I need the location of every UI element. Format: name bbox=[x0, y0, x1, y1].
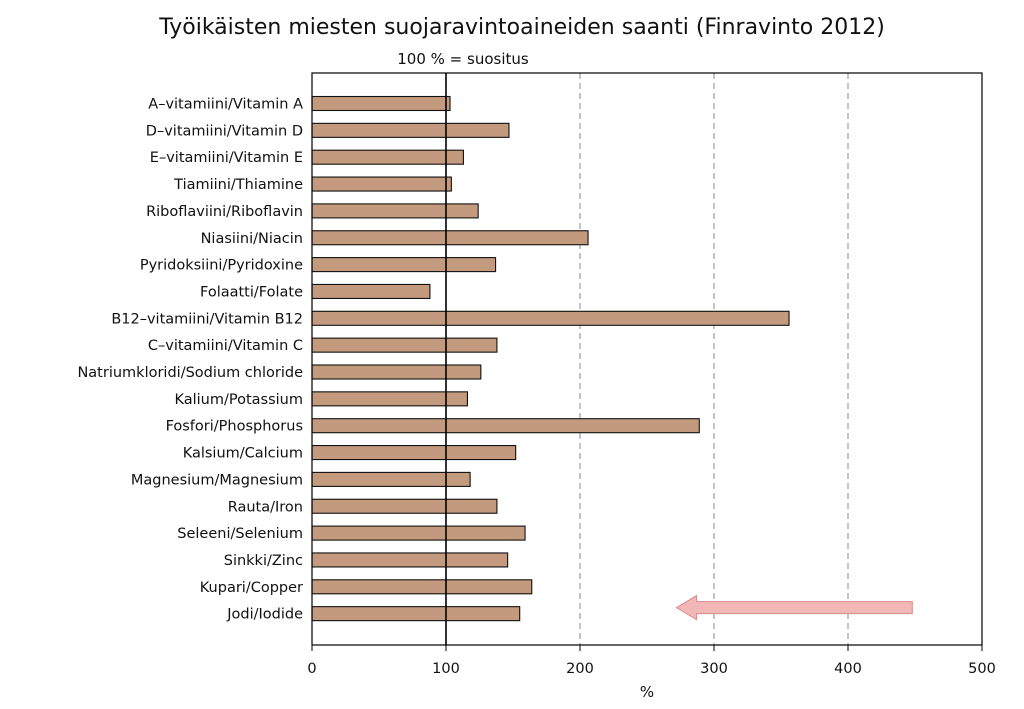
bar bbox=[311, 203, 479, 219]
bar bbox=[311, 230, 589, 246]
category-label: Kalium/Potassium bbox=[174, 392, 303, 408]
category-label: Niasiini/Niacin bbox=[201, 231, 303, 247]
category-label: Riboflaviini/Riboflavin bbox=[146, 204, 303, 220]
x-tick-label: 400 bbox=[834, 661, 862, 677]
category-label: Kupari/Copper bbox=[200, 580, 303, 596]
category-label: Fosfori/Phosphorus bbox=[166, 419, 303, 435]
category-label: Magnesium/Magnesium bbox=[131, 472, 303, 488]
bar bbox=[311, 552, 509, 568]
bar bbox=[311, 418, 700, 434]
category-label: Pyridoksiini/Pyridoxine bbox=[140, 258, 303, 274]
category-label: Seleeni/Selenium bbox=[177, 526, 303, 542]
plot-area bbox=[311, 72, 983, 646]
bar bbox=[311, 579, 533, 595]
x-tick-label: 0 bbox=[307, 661, 316, 677]
bar bbox=[311, 149, 464, 165]
bar bbox=[311, 525, 526, 541]
bar bbox=[311, 606, 521, 622]
category-label: Kalsium/Calcium bbox=[183, 446, 303, 462]
bar bbox=[311, 176, 452, 192]
category-label: Jodi/Iodide bbox=[226, 607, 303, 623]
chart-title: Työikäisten miesten suojaravintoaineiden… bbox=[158, 15, 885, 40]
bar bbox=[311, 95, 451, 112]
bar bbox=[311, 444, 517, 461]
x-tick-label: 100 bbox=[432, 661, 460, 677]
x-tick-label: 500 bbox=[968, 661, 996, 677]
x-tick-label: 200 bbox=[566, 661, 594, 677]
category-label: Sinkki/Zinc bbox=[224, 553, 303, 569]
bar bbox=[311, 391, 468, 407]
category-label: Folaatti/Folate bbox=[200, 284, 303, 300]
x-tick-label: 300 bbox=[700, 661, 728, 677]
category-label: B12–vitamiini/Vitamin B12 bbox=[111, 311, 303, 327]
category-label: Natriumkloridi/Sodium chloride bbox=[77, 365, 303, 381]
bar bbox=[311, 498, 498, 514]
category-label: A–vitamiini/Vitamin A bbox=[148, 97, 303, 113]
category-label: Tiamiini/Thiamine bbox=[173, 177, 303, 193]
category-label: D–vitamiini/Vitamin D bbox=[146, 123, 303, 139]
chart-subtitle: 100 % = suositus bbox=[397, 50, 529, 68]
category-label: Rauta/Iron bbox=[228, 499, 303, 515]
annotation-arrow bbox=[675, 594, 913, 621]
x-axis-label: % bbox=[640, 683, 654, 701]
bar bbox=[311, 310, 790, 326]
bar bbox=[311, 257, 497, 273]
category-label: C–vitamiini/Vitamin C bbox=[148, 338, 303, 354]
bar bbox=[311, 337, 498, 353]
bar bbox=[311, 122, 510, 138]
bar bbox=[311, 364, 482, 380]
category-label: E–vitamiini/Vitamin E bbox=[150, 150, 303, 166]
bar bbox=[311, 283, 431, 300]
